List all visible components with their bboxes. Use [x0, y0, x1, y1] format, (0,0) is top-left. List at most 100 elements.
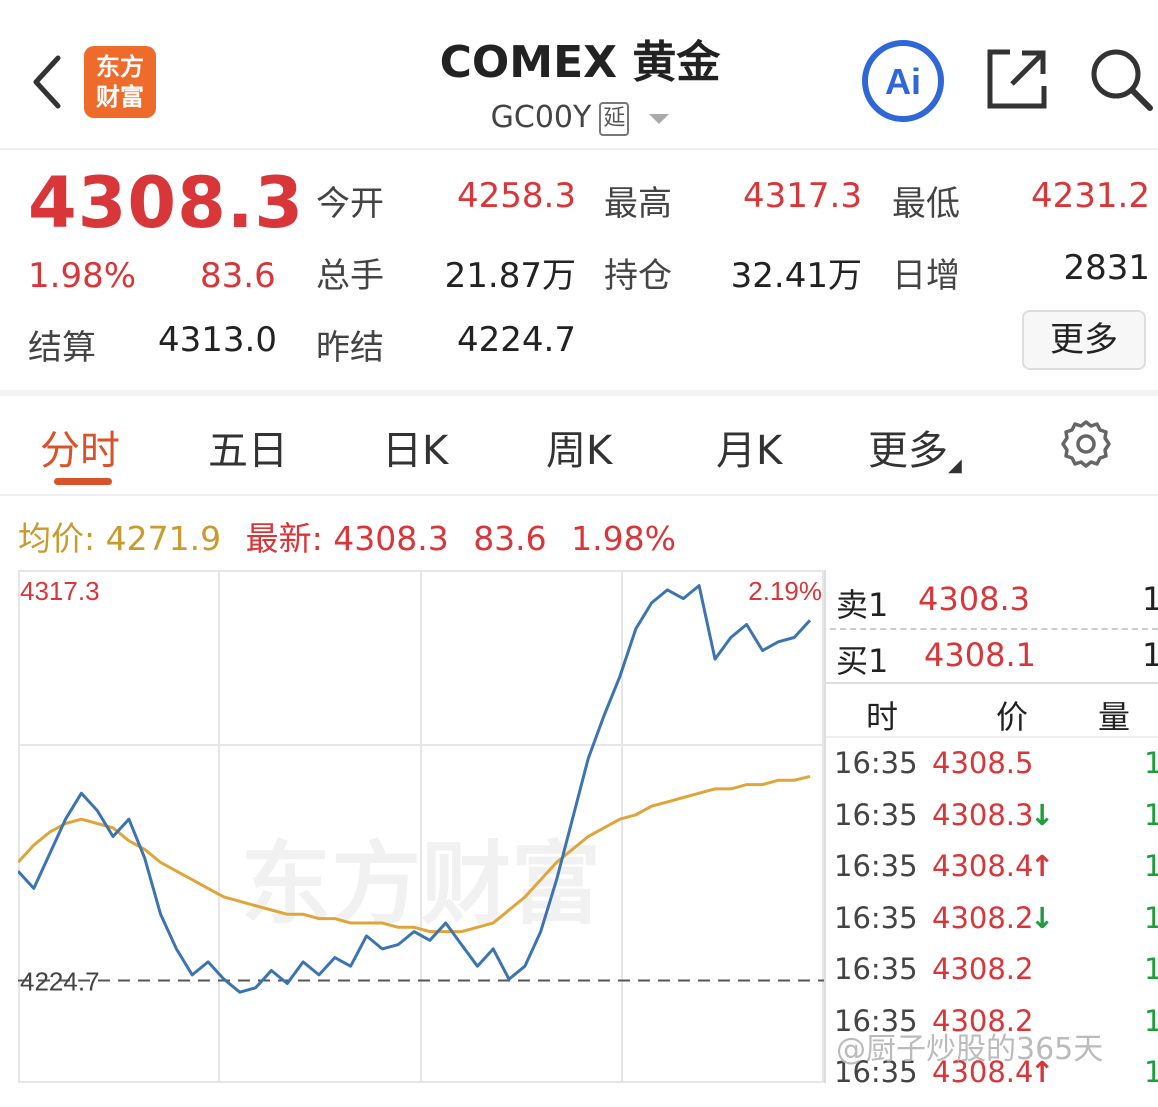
latest-value: 4308.3 — [333, 519, 449, 558]
caret-icon: ◢ — [948, 455, 962, 476]
tick-price: 4308.2 — [932, 1003, 1034, 1038]
tick-time: 16:35 — [834, 900, 918, 935]
col-price-header: 价 — [996, 698, 1029, 736]
open-label: 今开 — [316, 184, 384, 224]
pct-top-label: 2.19% — [748, 576, 822, 606]
change-percent: 1.98% — [28, 256, 137, 296]
settle-value: 4313.0 — [158, 320, 277, 360]
low-value: 4231.2 — [1031, 176, 1150, 216]
tick-row: 16:35 4308.4 ↑ 1 — [834, 849, 1158, 901]
tick-volume: 1 — [1144, 900, 1158, 935]
ai-icon[interactable]: Ai — [860, 38, 946, 124]
arrow-up-icon: ↑ — [1030, 849, 1055, 883]
col-volume-header: 量 — [1098, 698, 1131, 736]
contract-code-selector[interactable]: GC00Y 延 — [430, 100, 730, 136]
tick-time: 16:35 — [834, 1003, 918, 1038]
tab-more[interactable]: 更多◢ — [868, 418, 962, 476]
intraday-info-line: 均价: 4271.9 最新: 4308.3 83.6 1.98% — [18, 512, 676, 560]
tick-price: 4308.2 — [932, 900, 1034, 935]
more-quote-button[interactable]: 更多 — [1022, 310, 1146, 370]
tick-time: 16:35 — [834, 746, 918, 780]
tick-row: 16:35 4308.5 1 — [834, 746, 1158, 798]
high-label: 最高 — [604, 184, 672, 224]
open-interest-label: 持仓 — [604, 256, 672, 296]
last-price: 4308.3 — [28, 162, 305, 244]
app-logo: 东方 财富 — [84, 46, 156, 118]
tick-list[interactable]: 16:35 4308.5 1 16:35 4308.3 ↓ 1 16:35 4308.4 ↑ 1 16… — [834, 746, 1158, 1107]
tab-five-day[interactable]: 五日 — [208, 428, 288, 474]
high-value: 4317.3 — [743, 176, 862, 216]
tick-price: 4308.2 — [932, 952, 1034, 986]
tab-daily-k[interactable]: 日K — [382, 428, 449, 474]
divider — [826, 736, 1158, 738]
change-value: 83.6 — [200, 256, 276, 296]
tick-row: 16:35 4308.2 1 — [834, 1004, 1158, 1056]
chart-grid — [18, 570, 824, 1083]
tick-volume: 1 — [1144, 849, 1158, 883]
divider — [824, 570, 826, 1083]
open-interest-value: 32.41万 — [730, 256, 862, 296]
tab-intraday[interactable]: 分时 — [40, 428, 120, 474]
tick-time: 16:35 — [834, 797, 918, 832]
tick-volume: 1 — [1144, 746, 1158, 780]
bid-label: 买1 — [836, 642, 889, 680]
back-icon[interactable] — [28, 52, 68, 112]
gear-icon[interactable] — [1060, 418, 1112, 470]
tick-row: 16:35 4308.2 1 — [834, 952, 1158, 1004]
tick-volume: 1 — [1144, 1003, 1158, 1038]
search-icon[interactable] — [1088, 46, 1154, 112]
logo-line1: 东方 — [96, 53, 144, 81]
tick-row: 16:35 4308.2 ↓ 1 — [834, 901, 1158, 953]
tab-monthly-k[interactable]: 月K — [716, 428, 783, 474]
avg-value: 4271.9 — [105, 519, 222, 558]
open-value: 4258.3 — [457, 176, 576, 216]
chevron-down-icon — [649, 113, 670, 124]
tab-weekly-k[interactable]: 周K — [546, 428, 613, 474]
ask-qty: 1 — [1142, 580, 1158, 618]
bid-price: 4308.1 — [924, 636, 1036, 674]
tick-volume: 1 — [1144, 797, 1158, 832]
intraday-chart[interactable]: 东方财富 4317.3 4224.7 2.19% — [18, 570, 824, 1083]
divider — [0, 390, 1158, 396]
avg-label: 均价: — [18, 519, 96, 558]
low-label: 最低 — [892, 184, 960, 224]
tab-more-label: 更多 — [868, 428, 948, 474]
latest-label: 最新: — [245, 519, 323, 558]
logo-line2: 财富 — [96, 83, 144, 111]
divider — [0, 148, 1158, 150]
tick-price: 4308.3 — [932, 797, 1034, 832]
tick-volume: 1 — [1144, 952, 1158, 986]
ask-label: 卖1 — [836, 586, 889, 624]
tick-price: 4308.4 — [932, 849, 1034, 883]
arrow-down-icon: ↓ — [1030, 797, 1055, 832]
divider — [0, 494, 1158, 496]
share-icon[interactable] — [984, 46, 1050, 112]
tick-volume: 1 — [1144, 1055, 1158, 1089]
source-watermark: @厨子炒股的365天 — [836, 1032, 1104, 1067]
divider — [830, 628, 1158, 630]
settle-label: 结算 — [28, 328, 96, 368]
bid-qty: 1 — [1142, 636, 1158, 674]
tick-price: 4308.5 — [932, 746, 1034, 780]
contract-code: GC00Y — [490, 100, 592, 135]
tick-time: 16:35 — [834, 849, 918, 883]
tick-row: 16:35 4308.3 ↓ 1 — [834, 798, 1158, 850]
prev-settle-value: 4224.7 — [457, 320, 576, 360]
prev-settle-label: 昨结 — [316, 328, 384, 368]
page-title: COMEX 黄金 — [439, 37, 721, 88]
arrow-down-icon: ↓ — [1030, 900, 1055, 935]
delay-badge: 延 — [599, 101, 630, 136]
oi-change-label: 日增 — [892, 256, 960, 296]
col-time-header: 时 — [866, 698, 899, 736]
active-tab-indicator — [54, 478, 112, 485]
divider — [826, 682, 1158, 684]
volume-label: 总手 — [316, 256, 384, 296]
svg-text:Ai: Ai — [885, 61, 921, 102]
oi-change-value: 2831 — [1063, 248, 1150, 288]
avg-price-line — [18, 774, 811, 934]
latest-change: 83.6 — [473, 519, 547, 558]
ask-price: 4308.3 — [918, 580, 1030, 618]
y-top-label: 4317.3 — [20, 576, 100, 606]
price-line — [18, 584, 812, 994]
tick-time: 16:35 — [834, 952, 918, 986]
